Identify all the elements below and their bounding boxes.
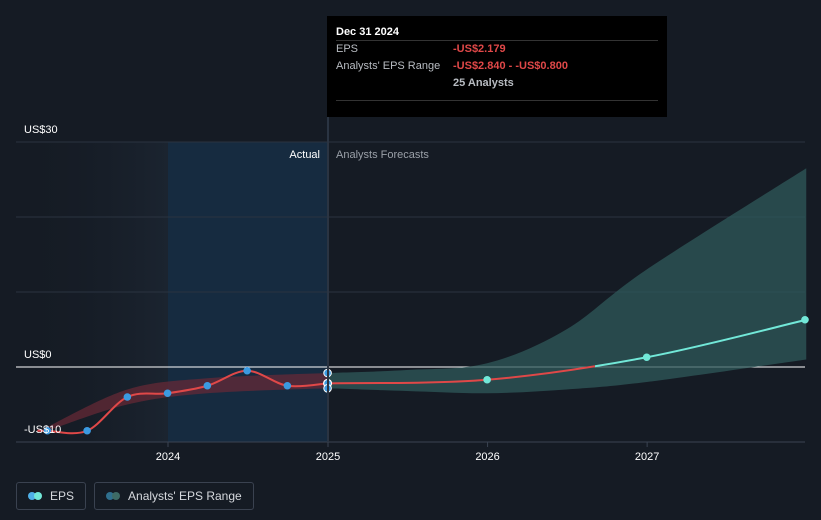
- legend-dot-forecast: [34, 492, 42, 500]
- range-bands: [47, 168, 807, 431]
- eps-forecast-point: [801, 315, 809, 324]
- tooltip-analysts-row: 25 Analysts: [336, 75, 658, 92]
- x-tick-label: 2026: [475, 451, 499, 463]
- range-band-forecast: [327, 168, 807, 394]
- legend-dot-range-forecast: [112, 492, 121, 500]
- range-legend-icon: [106, 492, 121, 500]
- y-axis-ticks: US$30 US$0 -US$10: [24, 124, 61, 436]
- legend-dot-actual: [28, 492, 36, 500]
- eps-tooltip: Dec 31 2024 EPS -US$2.179 Analysts' EPS …: [327, 16, 667, 117]
- tooltip-analysts: 25 Analysts: [453, 77, 514, 89]
- legend-eps-range[interactable]: Analysts' EPS Range: [94, 482, 254, 510]
- eps-actual-point: [123, 393, 132, 401]
- tooltip-range-label: Analysts' EPS Range: [336, 60, 441, 72]
- legend-range-label: Analysts' EPS Range: [128, 489, 242, 503]
- tooltip-range-row: Analysts' EPS Range -US$2.840 - -US$0.80…: [336, 58, 658, 75]
- legend-dot-range-actual: [106, 492, 115, 500]
- eps-actual-point: [283, 381, 292, 390]
- y-tick-label: US$0: [24, 349, 52, 361]
- tooltip-date: Dec 31 2024: [336, 26, 399, 38]
- eps-forecast-line-positive: [595, 318, 807, 368]
- tooltip-eps-value: -US$2.179: [453, 43, 506, 55]
- eps-actual-point: [203, 381, 212, 390]
- x-axis-ticks: 2024 2025 2026 2027: [156, 442, 659, 463]
- eps-actual-point: [43, 426, 52, 435]
- eps-actual-point: [243, 366, 251, 375]
- eps-legend-icon: [28, 492, 42, 500]
- legend-eps-label: EPS: [50, 489, 75, 503]
- x-tick-label: 2025: [316, 451, 340, 463]
- eps-forecast-line-negative: [327, 365, 595, 385]
- chart-legend: EPS Analysts' EPS Range: [16, 482, 254, 510]
- x-tick-label: 2027: [635, 451, 659, 463]
- forecast-label: Analysts Forecasts: [336, 149, 429, 161]
- legend-eps[interactable]: EPS: [16, 482, 87, 510]
- tooltip-eps-row: EPS -US$2.179: [336, 40, 658, 58]
- eps-actual-point: [163, 389, 172, 398]
- range-band-actual: [47, 373, 328, 431]
- eps-actual-point: [83, 426, 91, 435]
- y-tick-label: US$30: [24, 124, 58, 136]
- tooltip-eps-label: EPS: [336, 43, 359, 55]
- actual-label: Actual: [289, 149, 320, 161]
- tooltip-divider: [336, 100, 658, 101]
- eps-forecast-point: [483, 375, 491, 384]
- eps-forecast-point: [642, 353, 651, 362]
- tooltip-range-value: -US$2.840 - -US$0.800: [453, 60, 568, 72]
- x-tick-label: 2024: [156, 451, 180, 463]
- y-tick-label: -US$10: [24, 424, 61, 436]
